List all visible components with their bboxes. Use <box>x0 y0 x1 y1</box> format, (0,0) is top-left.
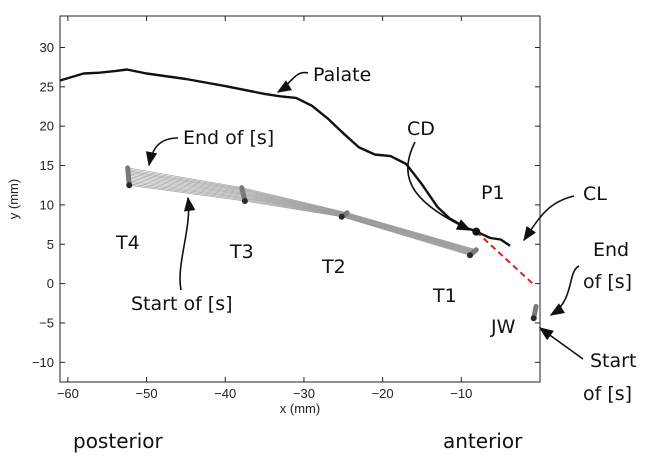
y-tick-label: 15 <box>40 158 54 173</box>
tongue-contour-line <box>128 181 472 255</box>
cd-arrow <box>407 141 472 231</box>
x-axis: −60 −50 −40 −30 −20 −10 <box>57 16 472 401</box>
posterior-label: posterior <box>73 429 164 453</box>
end-jw-label-line1: End <box>593 239 629 261</box>
start-s-tongue-arrow <box>179 196 196 291</box>
tongue-contour-line <box>128 179 473 254</box>
cl-arrow <box>523 195 575 242</box>
tongue-contour-line <box>128 177 473 254</box>
p1-label: P1 <box>481 182 505 204</box>
y-tick-label: 25 <box>40 79 54 94</box>
start-jw-label-line2: of [s] <box>583 383 632 405</box>
y-tick-label: −10 <box>32 355 54 370</box>
constriction-line <box>475 230 536 287</box>
palate-label: Palate <box>313 64 371 86</box>
start-jw-arrow <box>538 327 584 360</box>
anterior-label: anterior <box>443 429 523 453</box>
t4-label: T4 <box>115 232 140 254</box>
x-tick-label: −20 <box>372 386 394 401</box>
constriction-point <box>472 227 481 236</box>
y-tick-label: 20 <box>40 119 54 134</box>
tongue-contour-line <box>127 167 477 251</box>
y-tick-label: 10 <box>40 197 54 212</box>
t1-label: T1 <box>432 285 457 307</box>
end-jw-arrow <box>549 265 580 316</box>
tongue-mesh <box>127 167 477 256</box>
t3-label: T3 <box>229 241 254 263</box>
y-axis-label: y (mm) <box>6 179 21 219</box>
y-tick-label: 0 <box>47 276 54 291</box>
sensor-start-point-t4 <box>126 182 133 189</box>
end-s-tongue-arrow <box>145 137 179 167</box>
tongue-contour-line <box>128 171 475 252</box>
x-tick-label: −30 <box>293 386 315 401</box>
sensor-start-point-t1 <box>466 252 473 259</box>
jw-label: JW <box>490 316 516 338</box>
x-tick-label: −10 <box>450 386 472 401</box>
tongue-contour-line <box>127 169 476 251</box>
t2-label: T2 <box>321 256 346 278</box>
y-axis: −10 −5 0 5 10 15 20 25 30 <box>32 40 540 370</box>
cl-label: CL <box>583 183 607 205</box>
y-tick-label: 5 <box>47 237 54 252</box>
sensor-tracks <box>125 165 539 322</box>
palate-line <box>59 68 511 247</box>
start-s-tongue-label: Start of [s] <box>131 293 233 315</box>
sensor-start-point-t2 <box>338 213 345 220</box>
y-tick-label: 30 <box>40 40 54 55</box>
tongue-contour-line <box>129 184 471 256</box>
y-tick-label: −5 <box>39 315 54 330</box>
palate-series <box>59 68 511 247</box>
tongue-contour-line <box>128 176 474 253</box>
x-tick-label: −50 <box>136 386 158 401</box>
plot-frame <box>59 15 541 383</box>
end-s-tongue-label: End of [s] <box>183 127 274 149</box>
tongue-contour-line <box>127 170 476 252</box>
x-tick-label: −60 <box>57 386 79 401</box>
tongue-contour-line <box>128 174 474 253</box>
sensor-start-point-t3 <box>241 197 248 204</box>
start-jw-label-line1: Start <box>590 350 636 372</box>
x-tick-label: −40 <box>214 386 236 401</box>
x-axis-label: x (mm) <box>280 401 320 416</box>
tongue-contour-line <box>129 183 471 256</box>
end-jw-label-line2: of [s] <box>583 271 632 293</box>
sensor-start-point-jw <box>530 315 537 322</box>
tongue-contour-line <box>128 180 472 255</box>
cd-label: CD <box>407 118 435 140</box>
palate-arrow <box>276 71 309 93</box>
tongue-contour-line <box>128 173 475 252</box>
constriction-layer <box>472 227 536 287</box>
